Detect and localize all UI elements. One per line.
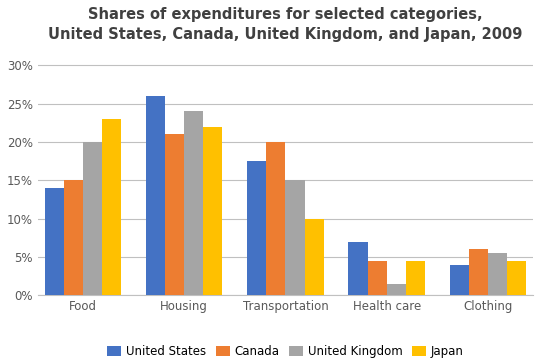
Bar: [45, 188, 64, 295]
Title: Shares of expenditures for selected categories,
United States, Canada, United Ki: Shares of expenditures for selected cate…: [48, 7, 523, 42]
Bar: [450, 265, 469, 295]
Bar: [165, 134, 184, 295]
Bar: [102, 119, 121, 295]
Bar: [266, 142, 286, 295]
Bar: [184, 111, 203, 295]
Bar: [64, 180, 83, 295]
Bar: [507, 261, 526, 295]
Bar: [305, 219, 323, 295]
Bar: [247, 161, 266, 295]
Legend: United States, Canada, United Kingdom, Japan: United States, Canada, United Kingdom, J…: [103, 341, 469, 360]
Bar: [146, 96, 165, 295]
Bar: [348, 242, 368, 295]
Bar: [368, 261, 387, 295]
Bar: [406, 261, 425, 295]
Bar: [469, 249, 488, 295]
Bar: [203, 126, 222, 295]
Bar: [387, 284, 406, 295]
Bar: [488, 253, 507, 295]
Bar: [83, 142, 102, 295]
Bar: [286, 180, 305, 295]
